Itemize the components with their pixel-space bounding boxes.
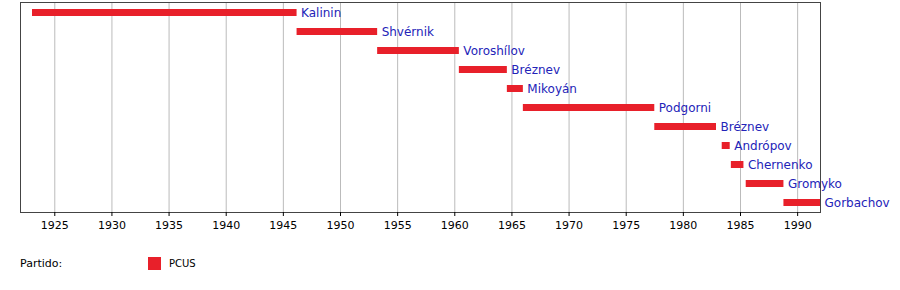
svg-text:Shvérnik: Shvérnik [382,25,434,39]
svg-text:1990: 1990 [784,219,812,232]
svg-text:1985: 1985 [727,219,755,232]
svg-text:1935: 1935 [155,219,183,232]
svg-text:1960: 1960 [441,219,469,232]
svg-text:Bréznev: Bréznev [721,120,770,134]
svg-text:1955: 1955 [384,219,412,232]
svg-text:1950: 1950 [327,219,355,232]
svg-text:1965: 1965 [498,219,526,232]
svg-text:1925: 1925 [41,219,69,232]
svg-text:1930: 1930 [98,219,126,232]
svg-text:1980: 1980 [669,219,697,232]
svg-text:Mikoyán: Mikoyán [527,82,577,96]
svg-text:1940: 1940 [212,219,240,232]
svg-text:Podgorni: Podgorni [659,101,711,115]
svg-text:Bréznev: Bréznev [511,63,560,77]
svg-text:Gorbachov: Gorbachov [825,196,890,210]
html-text:Partido:: Partido: [20,257,63,270]
svg-text:Andrópov: Andrópov [734,139,792,153]
svg-text:1970: 1970 [555,219,583,232]
svg-text:Kalinin: Kalinin [301,6,341,20]
svg-text:Gromyko: Gromyko [788,177,842,191]
svg-text:Chernenko: Chernenko [748,158,813,172]
svg-text:1945: 1945 [269,219,297,232]
svg-text:1975: 1975 [612,219,640,232]
html-text:PCUS: PCUS [169,258,196,269]
svg-text:Voroshílov: Voroshílov [463,44,525,58]
